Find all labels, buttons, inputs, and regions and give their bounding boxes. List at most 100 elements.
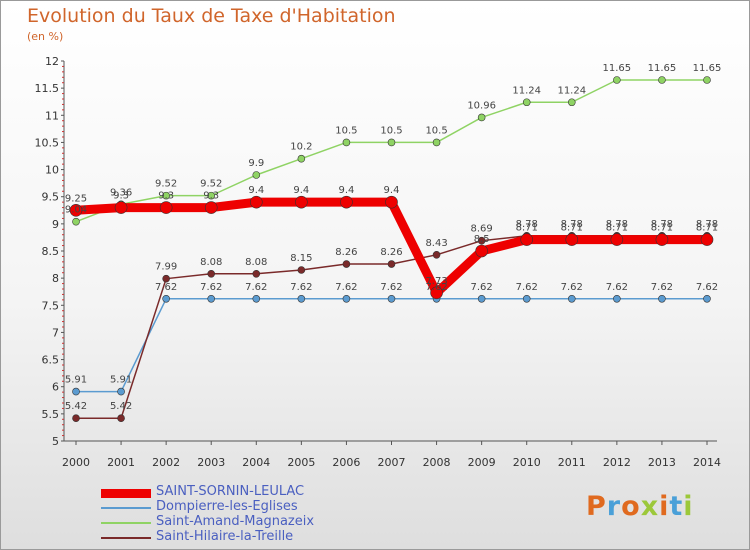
legend-label: Saint-Hilaire-la-Treille	[156, 529, 294, 544]
data-label-3: 8.08	[245, 257, 267, 268]
data-label-0: 9.4	[384, 185, 400, 196]
chart-subtitle: (en %)	[27, 30, 64, 43]
legend-label: SAINT-SORNIN-LEULAC	[156, 484, 305, 499]
logo-letter: i	[683, 491, 694, 522]
data-point-2	[252, 171, 261, 179]
data-label-3: 7.99	[155, 262, 177, 273]
x-tick-label: 2001	[107, 456, 135, 469]
data-point-1	[703, 294, 711, 303]
x-tick-label: 2002	[152, 456, 180, 469]
x-tick-label: 2006	[332, 456, 360, 469]
data-label-2: 9.36	[110, 187, 132, 198]
data-point-2	[658, 76, 666, 84]
legend-item: SAINT-SORNIN-LEULAC	[101, 484, 401, 500]
data-point-2	[207, 191, 216, 200]
data-label-2: 11.65	[603, 63, 632, 74]
legend-item: Dompierre-les-Eglises	[101, 499, 401, 515]
data-point-2	[72, 217, 80, 226]
data-point-0	[295, 195, 308, 209]
data-label-2: 10.5	[425, 125, 447, 136]
data-label-2: 11.24	[512, 85, 541, 96]
legend-label: Saint-Amand-Magnazeix	[156, 514, 315, 529]
x-tick-label: 2012	[603, 456, 631, 469]
data-label-1: 7.62	[651, 282, 673, 293]
data-point-0	[204, 201, 218, 214]
data-label-3: 5.42	[65, 401, 87, 412]
data-point-2	[432, 138, 441, 147]
data-label-3: 5.42	[110, 401, 132, 412]
data-point-0	[700, 233, 714, 246]
data-point-2	[703, 76, 711, 84]
data-label-3: 8.78	[516, 219, 538, 230]
data-point-1	[117, 387, 125, 396]
data-point-2	[567, 98, 576, 107]
y-tick-label: 5	[52, 435, 59, 448]
data-label-1: 7.62	[561, 282, 583, 293]
data-point-2	[342, 138, 351, 147]
x-tick-label: 2009	[468, 456, 496, 469]
data-point-3	[72, 414, 80, 423]
data-point-1	[162, 294, 170, 303]
x-tick-label: 2005	[287, 456, 315, 469]
data-label-0: 9.3	[158, 191, 174, 202]
x-tick-label: 2011	[558, 456, 586, 469]
data-point-2	[162, 191, 170, 200]
data-label-1: 7.62	[290, 282, 312, 293]
proxiti-logo: Proxiti	[586, 491, 694, 522]
data-label-3: 8.78	[561, 219, 583, 230]
data-label-0: 8.71	[561, 223, 583, 234]
data-label-2: 9.52	[200, 179, 222, 190]
data-label-2: 11.65	[693, 63, 722, 74]
data-label-0: 9.3	[203, 191, 219, 202]
data-point-3	[477, 236, 486, 245]
logo-letter: i	[659, 491, 670, 522]
y-tick-label: 11.5	[35, 82, 60, 95]
data-point-2	[297, 154, 306, 163]
data-label-2: 11.65	[648, 63, 677, 74]
data-point-2	[522, 98, 531, 107]
y-tick-label: 9	[52, 218, 59, 231]
data-label-0: 8.71	[696, 223, 718, 234]
data-label-1: 7.62	[245, 282, 267, 293]
data-point-1	[522, 294, 531, 303]
data-label-2: 11.24	[557, 85, 586, 96]
data-point-1	[342, 294, 351, 303]
data-label-2: 9.52	[155, 179, 177, 190]
data-label-3: 8.26	[380, 247, 402, 258]
data-point-3	[207, 269, 216, 278]
data-label-2: 9.04	[65, 205, 87, 216]
x-tick-label: 2010	[513, 456, 541, 469]
data-label-1: 7.62	[155, 282, 177, 293]
data-point-1	[477, 294, 486, 303]
data-point-1	[297, 294, 306, 303]
data-point-0	[385, 195, 398, 209]
legend-swatch	[101, 522, 151, 524]
data-label-1: 7.62	[425, 282, 447, 293]
y-tick-label: 10.5	[35, 136, 60, 149]
y-tick-label: 6.5	[42, 354, 60, 367]
legend-item: Saint-Hilaire-la-Treille	[101, 529, 401, 545]
legend-swatch	[101, 489, 151, 498]
legend-swatch	[101, 507, 151, 509]
data-point-0	[340, 195, 353, 209]
data-point-0	[159, 201, 173, 214]
chart-legend: SAINT-SORNIN-LEULAC Dompierre-les-Eglises…	[101, 484, 401, 545]
data-point-1	[207, 294, 216, 303]
data-label-1: 7.62	[471, 282, 493, 293]
data-label-0: 9.4	[248, 185, 264, 196]
y-tick-label: 9.5	[42, 191, 60, 204]
data-point-0	[475, 244, 488, 258]
data-label-0: 9.4	[293, 185, 309, 196]
chart-title: Evolution du Taux de Taxe d'Habitation	[27, 5, 396, 27]
data-label-2: 9.9	[248, 158, 264, 169]
logo-letter: x	[640, 491, 660, 522]
data-label-0: 8.5	[474, 234, 490, 245]
legend-item: Saint-Amand-Magnazeix	[101, 514, 401, 530]
data-point-0	[520, 233, 534, 246]
data-label-3: 8.26	[335, 247, 357, 258]
data-label-3: 8.78	[606, 219, 628, 230]
data-point-0	[249, 195, 263, 209]
data-point-3	[297, 266, 306, 274]
logo-letter: t	[669, 491, 684, 522]
